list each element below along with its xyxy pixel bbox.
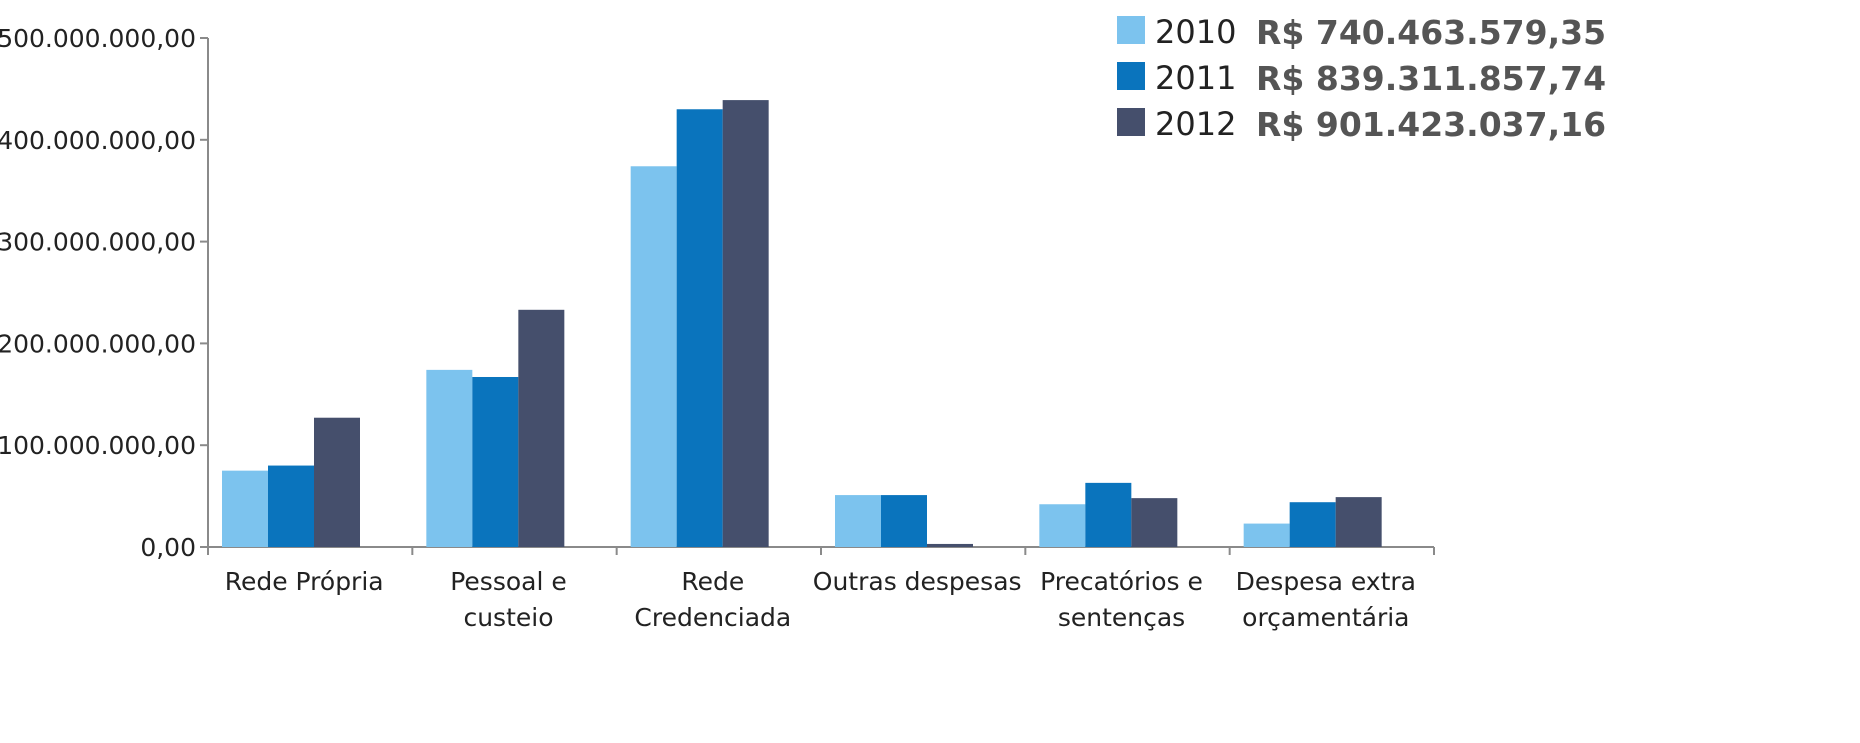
bar-2012 bbox=[314, 417, 360, 547]
x-tick-label: sentenças bbox=[1058, 603, 1185, 632]
legend-total: R$ 901.423.037,16 bbox=[1256, 105, 1606, 144]
legend-label: 2010 bbox=[1155, 13, 1236, 51]
bar-2012 bbox=[722, 100, 769, 548]
x-tick-label: Rede bbox=[681, 567, 744, 596]
bar-2011 bbox=[472, 376, 519, 547]
x-tick-label: Despesa extra bbox=[1236, 567, 1416, 596]
bars bbox=[222, 100, 1382, 548]
legend-label: 2011 bbox=[1155, 59, 1236, 97]
y-tick-label: 200.000.000,00 bbox=[0, 329, 196, 358]
bar-2012 bbox=[927, 543, 973, 547]
bar-2010 bbox=[835, 495, 881, 547]
legend-swatch-2011 bbox=[1117, 62, 1145, 90]
axes: 0,00 100.000.000,00 200.000.000,00 300.000.… bbox=[0, 24, 1435, 562]
y-tick-label: 100.000.000,00 bbox=[0, 431, 196, 460]
y-tick-label: 0,00 bbox=[140, 533, 196, 562]
legend: 2010 R$ 740.463.579,35 2011 R$ 839.311.857,… bbox=[1117, 13, 1606, 144]
x-tick-label: Credenciada bbox=[634, 603, 791, 632]
bar-2010 bbox=[222, 470, 268, 547]
bar-2011 bbox=[676, 109, 723, 547]
legend-swatch-2012 bbox=[1117, 108, 1145, 136]
bar-2010 bbox=[426, 369, 473, 547]
x-tick-label: Outras despesas bbox=[813, 567, 1022, 596]
bar-2012 bbox=[1131, 498, 1178, 547]
legend-label: 2012 bbox=[1155, 105, 1236, 143]
bar-2010 bbox=[630, 166, 677, 547]
category-labels: Rede Própria Pessoal e custeio Rede Credenci… bbox=[225, 567, 1416, 632]
legend-total: R$ 839.311.857,74 bbox=[1256, 59, 1606, 98]
bar-2012 bbox=[1335, 497, 1382, 547]
legend-swatch-2010 bbox=[1117, 16, 1145, 44]
x-tick-label: custeio bbox=[463, 603, 553, 632]
bar-2011 bbox=[268, 465, 314, 547]
bar-2011 bbox=[1085, 482, 1132, 547]
bar-2011 bbox=[881, 495, 927, 547]
y-tick-label: 300.000.000,00 bbox=[0, 228, 196, 257]
bar-2010 bbox=[1039, 504, 1086, 547]
bar-2011 bbox=[1289, 502, 1336, 547]
x-tick-label: orçamentária bbox=[1242, 603, 1409, 632]
legend-total: R$ 740.463.579,35 bbox=[1256, 13, 1606, 52]
x-tick-label: Precatórios e bbox=[1040, 567, 1203, 596]
x-tick-label: Rede Própria bbox=[225, 567, 384, 596]
bar-2012 bbox=[518, 309, 565, 547]
bar-2010 bbox=[1243, 523, 1290, 547]
x-tick-label: Pessoal e bbox=[450, 567, 567, 596]
y-tick-label: 500.000.000,00 bbox=[0, 24, 196, 53]
y-tick-label: 400.000.000,00 bbox=[0, 126, 196, 155]
